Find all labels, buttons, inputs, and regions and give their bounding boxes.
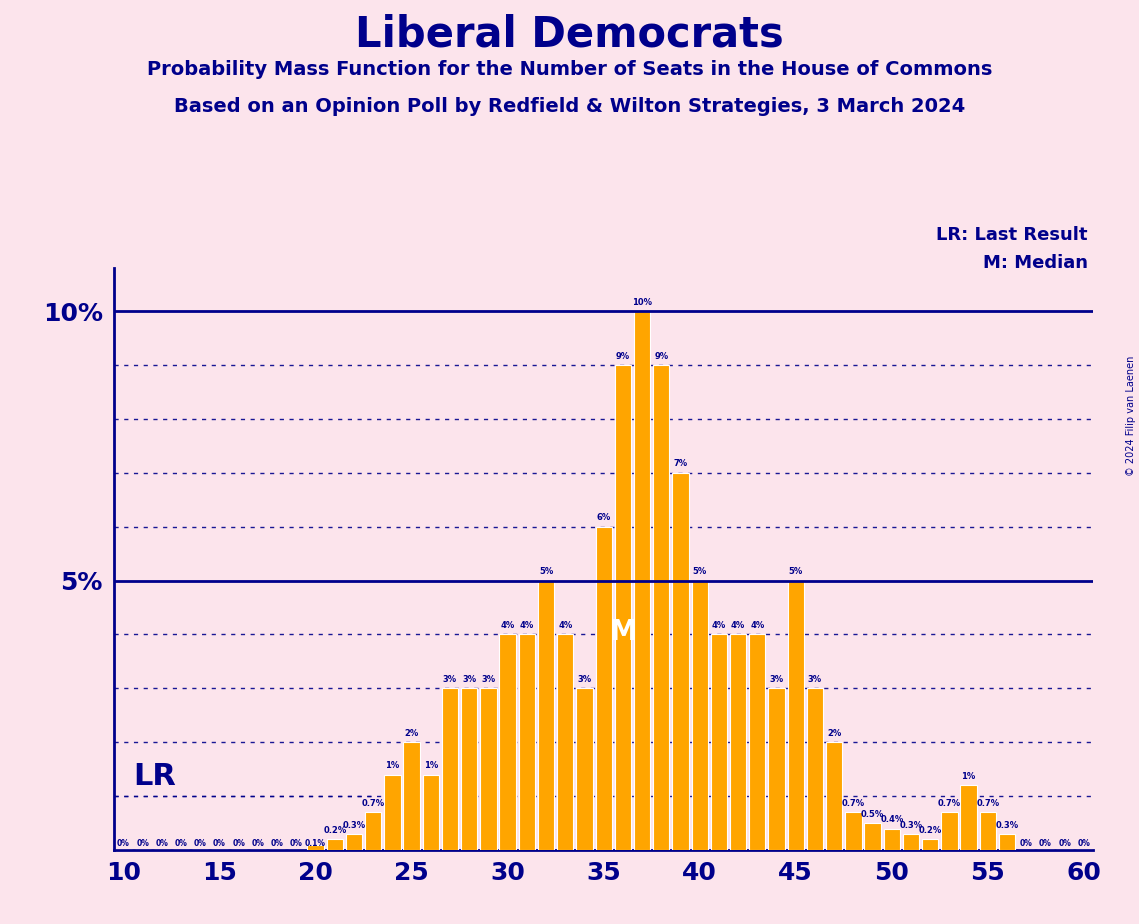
- Text: Probability Mass Function for the Number of Seats in the House of Commons: Probability Mass Function for the Number…: [147, 60, 992, 79]
- Bar: [442, 688, 458, 850]
- Bar: [481, 688, 497, 850]
- Text: 3%: 3%: [443, 675, 457, 684]
- Bar: [596, 527, 612, 850]
- Text: 4%: 4%: [751, 621, 764, 630]
- Bar: [672, 473, 689, 850]
- Text: 0.7%: 0.7%: [937, 799, 961, 808]
- Text: 0.4%: 0.4%: [880, 815, 903, 824]
- Text: 5%: 5%: [693, 567, 707, 577]
- Bar: [865, 823, 880, 850]
- Text: 3%: 3%: [770, 675, 784, 684]
- Bar: [884, 829, 900, 850]
- Bar: [500, 635, 516, 850]
- Text: 0%: 0%: [1058, 840, 1071, 848]
- Bar: [711, 635, 727, 850]
- Bar: [980, 812, 995, 850]
- Text: 0.7%: 0.7%: [361, 799, 385, 808]
- Bar: [384, 774, 401, 850]
- Text: 3%: 3%: [577, 675, 591, 684]
- Text: 1%: 1%: [961, 772, 976, 781]
- Text: 0.2%: 0.2%: [918, 826, 942, 835]
- Text: 9%: 9%: [616, 352, 630, 360]
- Bar: [634, 311, 650, 850]
- Text: 0%: 0%: [213, 840, 226, 848]
- Bar: [403, 742, 420, 850]
- Bar: [538, 580, 555, 850]
- Text: 0.3%: 0.3%: [900, 821, 923, 830]
- Text: 0%: 0%: [174, 840, 188, 848]
- Text: 10%: 10%: [632, 298, 653, 307]
- Text: 5%: 5%: [788, 567, 803, 577]
- Bar: [615, 365, 631, 850]
- Text: 4%: 4%: [558, 621, 573, 630]
- Text: 3%: 3%: [808, 675, 822, 684]
- Text: 0%: 0%: [1077, 840, 1090, 848]
- Text: 0%: 0%: [252, 840, 264, 848]
- Text: 4%: 4%: [712, 621, 726, 630]
- Text: 0.1%: 0.1%: [305, 840, 326, 848]
- Bar: [826, 742, 843, 850]
- Text: 5%: 5%: [539, 567, 554, 577]
- Text: M: Median: M: Median: [983, 254, 1088, 272]
- Text: 0%: 0%: [117, 840, 130, 848]
- Bar: [327, 839, 343, 850]
- Text: 0.3%: 0.3%: [343, 821, 366, 830]
- Text: 0.7%: 0.7%: [976, 799, 999, 808]
- Bar: [845, 812, 861, 850]
- Text: 1%: 1%: [424, 761, 437, 771]
- Text: 9%: 9%: [654, 352, 669, 360]
- Text: 0.2%: 0.2%: [323, 826, 346, 835]
- Text: Liberal Democrats: Liberal Democrats: [355, 14, 784, 55]
- Text: 1%: 1%: [385, 761, 400, 771]
- Bar: [999, 833, 1015, 850]
- Text: 0.5%: 0.5%: [861, 809, 884, 819]
- Text: 2%: 2%: [827, 729, 842, 738]
- Bar: [461, 688, 477, 850]
- Text: LR: Last Result: LR: Last Result: [936, 226, 1088, 244]
- Text: 4%: 4%: [500, 621, 515, 630]
- Bar: [423, 774, 439, 850]
- Text: 0%: 0%: [137, 840, 149, 848]
- Bar: [923, 839, 939, 850]
- Bar: [769, 688, 785, 850]
- Text: 0%: 0%: [232, 840, 245, 848]
- Text: 0.7%: 0.7%: [842, 799, 865, 808]
- Bar: [730, 635, 746, 850]
- Text: M: M: [609, 618, 637, 646]
- Text: 7%: 7%: [673, 459, 688, 468]
- Text: 3%: 3%: [462, 675, 476, 684]
- Bar: [576, 688, 592, 850]
- Bar: [518, 635, 535, 850]
- Text: © 2024 Filip van Laenen: © 2024 Filip van Laenen: [1126, 356, 1136, 476]
- Text: Based on an Opinion Poll by Redfield & Wilton Strategies, 3 March 2024: Based on an Opinion Poll by Redfield & W…: [174, 97, 965, 116]
- Bar: [308, 845, 323, 850]
- Bar: [903, 833, 919, 850]
- Text: 0%: 0%: [156, 840, 169, 848]
- Text: 0%: 0%: [1019, 840, 1033, 848]
- Text: 2%: 2%: [404, 729, 419, 738]
- Bar: [806, 688, 823, 850]
- Text: 0%: 0%: [271, 840, 284, 848]
- Bar: [960, 785, 977, 850]
- Bar: [691, 580, 707, 850]
- Bar: [941, 812, 958, 850]
- Bar: [787, 580, 804, 850]
- Text: 4%: 4%: [731, 621, 745, 630]
- Bar: [346, 833, 362, 850]
- Text: 0.3%: 0.3%: [995, 821, 1018, 830]
- Bar: [364, 812, 382, 850]
- Text: 3%: 3%: [482, 675, 495, 684]
- Text: 0%: 0%: [1039, 840, 1051, 848]
- Text: 4%: 4%: [519, 621, 534, 630]
- Bar: [653, 365, 670, 850]
- Text: 0%: 0%: [290, 840, 303, 848]
- Bar: [749, 635, 765, 850]
- Bar: [557, 635, 573, 850]
- Text: LR: LR: [133, 761, 177, 791]
- Text: 0%: 0%: [194, 840, 207, 848]
- Text: 6%: 6%: [597, 514, 611, 522]
